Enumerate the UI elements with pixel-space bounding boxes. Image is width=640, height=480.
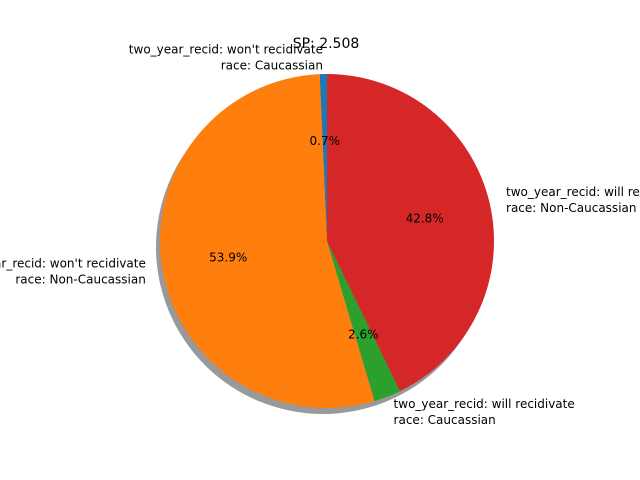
pie-percentage-label-0: 0.7% <box>310 134 341 148</box>
pie-slice-label-line: race: Caucassian <box>394 413 496 427</box>
pie-slice-label-3: two_year_recid: will recidivate race: Non… <box>506 185 640 215</box>
chart-title: SP: 2.508 <box>293 36 360 52</box>
pie-slice-label-line: race: Caucassian <box>221 58 323 72</box>
pie-slice-label-line: two_year_recid: will recidivate <box>394 397 575 411</box>
pie-slice-label-1: two_year_recid: won't recidivate race: No… <box>0 256 146 286</box>
pie-slice-0 <box>319 74 327 241</box>
pie-slice-label-0: two_year_recid: won't recidivate race: Ca… <box>129 42 323 72</box>
pie-slice-label-line: race: Non-Caucassian <box>15 272 145 286</box>
pie-slice-label-line: two_year_recid: will recidivate <box>506 185 640 199</box>
pie-slice-labels: two_year_recid: won't recidivate race: Ca… <box>0 42 640 427</box>
pie-slice-1 <box>159 74 375 408</box>
pie-slice-label-line: two_year_recid: won't recidivate <box>129 42 323 56</box>
pie-slices <box>159 74 495 408</box>
pie-percentage-label-2: 2.6% <box>348 327 379 341</box>
pie-slice-label-line: race: Non-Caucassian <box>506 201 636 215</box>
pie-percentage-label-3: 42.8% <box>406 212 444 226</box>
pie-slice-label-2: two_year_recid: will recidivate race: Cau… <box>394 397 575 427</box>
pie-percentage-label-1: 53.9% <box>209 251 247 265</box>
pie-slice-label-line: two_year_recid: won't recidivate <box>0 256 146 270</box>
pie-slice-2 <box>327 241 400 402</box>
pie-percentage-labels: 0.7% 53.9% 2.6% 42.8% <box>209 134 444 342</box>
pie-slice-3 <box>327 74 495 392</box>
